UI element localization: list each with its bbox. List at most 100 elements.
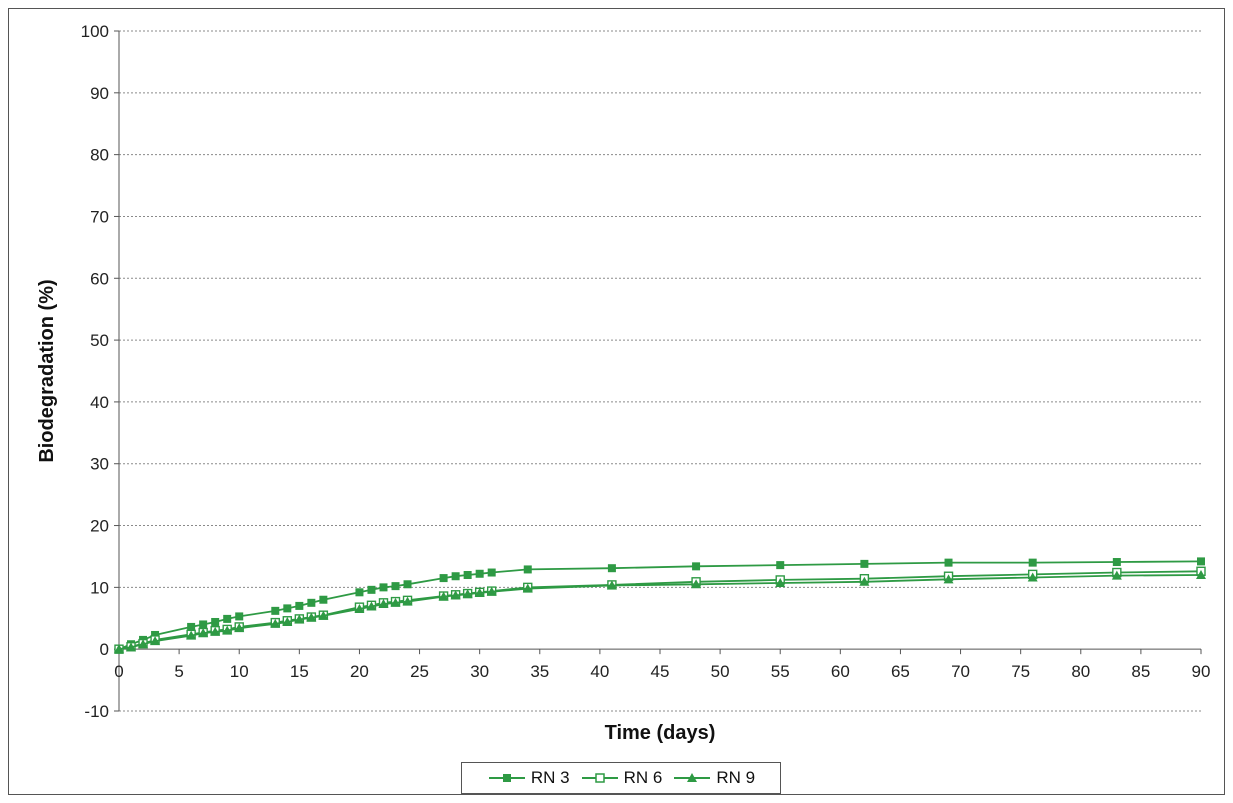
data-point (378, 599, 389, 609)
data-point (126, 642, 137, 652)
y-tick-label: 100 (81, 22, 109, 41)
data-point (390, 597, 401, 607)
data-point (306, 612, 317, 622)
data-point (403, 580, 412, 589)
data-point (859, 576, 870, 586)
y-tick-label: 80 (90, 146, 109, 165)
data-point (283, 604, 292, 613)
data-point (1196, 570, 1206, 579)
data-point (474, 587, 485, 597)
data-point (319, 595, 328, 604)
data-point (199, 620, 208, 629)
data-point (486, 586, 497, 596)
legend-item-rn3: RN 3 (487, 768, 570, 788)
data-point (606, 580, 617, 590)
data-point (1112, 558, 1121, 567)
legend-label: RN 6 (623, 768, 663, 787)
y-axis-title: Biodegradation (%) (36, 279, 58, 462)
x-tick-label: 85 (1131, 662, 1150, 681)
y-tick-label: 30 (90, 455, 109, 474)
data-point (186, 630, 197, 640)
data-point (294, 614, 305, 624)
data-point (222, 625, 233, 635)
y-tick-labels: -10 0 10 20 30 40 50 60 70 80 90 100 (81, 22, 109, 721)
x-tick-label: 65 (891, 662, 910, 681)
data-point (211, 617, 220, 626)
x-tick-label: 15 (290, 662, 309, 681)
x-tick-label: 45 (651, 662, 670, 681)
data-point (234, 623, 245, 633)
data-point (691, 579, 702, 589)
data-point (487, 568, 496, 577)
data-point (318, 610, 329, 620)
legend-marker-filled-square (488, 774, 525, 782)
data-point (138, 639, 149, 649)
y-tick-label: 60 (90, 269, 109, 288)
data-point (270, 618, 281, 628)
x-tick-label: 90 (1192, 662, 1211, 681)
series-rn-9 (114, 570, 1206, 654)
x-tick-label: 10 (230, 662, 249, 681)
data-point (366, 601, 377, 611)
data-point (523, 565, 532, 574)
data-point (210, 626, 221, 636)
grid-lines (119, 30, 1201, 712)
legend-marker-filled-triangle (674, 773, 711, 782)
x-tick-label: 50 (711, 662, 730, 681)
data-point (776, 561, 785, 570)
y-tick-label: 50 (90, 331, 109, 350)
y-tick-label: 10 (90, 578, 109, 597)
legend-marker-open-square (581, 773, 618, 783)
y-tick-label: -10 (84, 702, 109, 721)
data-point (187, 622, 196, 631)
x-tick-label: 70 (951, 662, 970, 681)
data-point (307, 598, 316, 607)
data-point (1028, 558, 1037, 567)
data-point (439, 574, 448, 583)
data-point (1197, 557, 1205, 566)
x-axis-title: Time (days) (605, 722, 716, 744)
y-tick-label: 40 (90, 393, 109, 412)
data-point (295, 601, 304, 610)
data-point (402, 596, 413, 606)
legend-label: RN 3 (530, 768, 570, 787)
series-line (118, 574, 1202, 651)
data-point (282, 616, 293, 626)
x-tick-label: 80 (1071, 662, 1090, 681)
series-group (114, 557, 1206, 654)
x-tick-label: 20 (350, 662, 369, 681)
x-tick-label: 30 (470, 662, 489, 681)
data-point (114, 644, 124, 654)
data-point (391, 582, 400, 591)
x-tick-label: 5 (174, 662, 183, 681)
data-point (151, 630, 160, 639)
data-point (354, 604, 365, 613)
data-point (475, 569, 484, 578)
data-point (235, 612, 244, 621)
data-point (775, 578, 786, 588)
data-point (379, 583, 388, 592)
data-point (1027, 572, 1038, 582)
x-tick-label: 55 (771, 662, 790, 681)
chart-frame: -10 0 10 20 30 40 50 60 70 80 90 100 0 5 10 15 20 25 30 35… (8, 8, 1225, 795)
series-rn-3 (115, 557, 1205, 654)
data-point (607, 564, 616, 573)
legend-item-rn6: RN 6 (580, 768, 663, 788)
data-point (1111, 570, 1122, 580)
data-point (522, 583, 533, 593)
data-point (223, 614, 232, 623)
data-point (462, 589, 473, 599)
x-tick-label: 75 (1011, 662, 1030, 681)
data-point (367, 585, 376, 594)
y-tick-label: 70 (90, 207, 109, 226)
line-chart: -10 0 10 20 30 40 50 60 70 80 90 100 0 5 10 15 20 25 30 35… (36, 22, 1211, 744)
data-point (438, 591, 449, 601)
x-tick-label: 0 (114, 662, 123, 681)
x-tick-label: 35 (530, 662, 549, 681)
y-tick-label: 0 (100, 640, 109, 659)
data-point (198, 628, 209, 638)
y-tick-label: 90 (90, 84, 109, 103)
data-point (150, 636, 161, 646)
data-point (463, 571, 472, 579)
data-point (944, 558, 953, 567)
